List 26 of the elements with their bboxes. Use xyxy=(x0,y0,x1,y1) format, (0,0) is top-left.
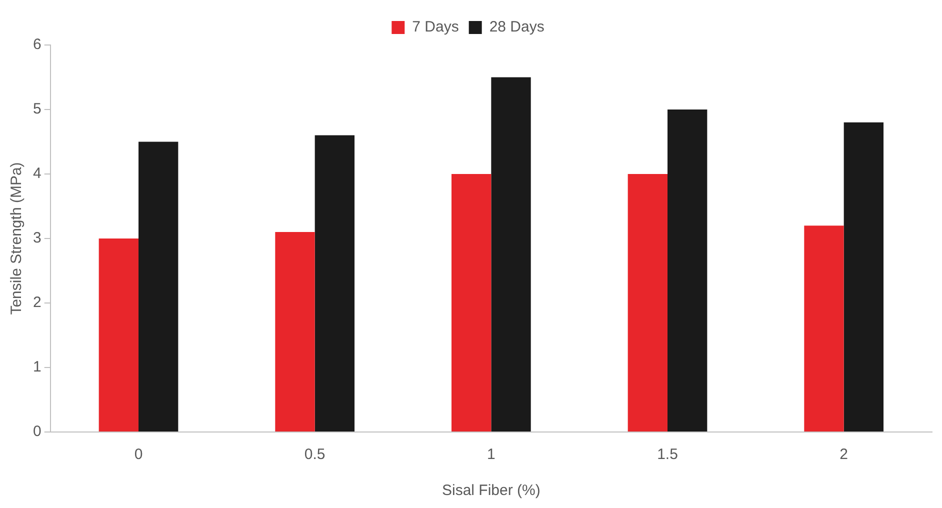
bar xyxy=(844,122,884,432)
bar xyxy=(491,77,531,432)
bar xyxy=(804,226,844,432)
bar xyxy=(98,238,139,432)
bar xyxy=(138,142,178,432)
x-tick-label: 0 xyxy=(134,446,143,464)
bar xyxy=(275,232,315,432)
bar xyxy=(451,174,492,432)
bar xyxy=(668,110,708,432)
y-tick-label: 1 xyxy=(33,358,42,376)
y-tick-label: 6 xyxy=(33,36,42,54)
bar xyxy=(314,135,355,432)
x-tick-label: 1 xyxy=(487,446,496,464)
x-tick-label: 1.5 xyxy=(657,446,678,464)
y-tick-label: 3 xyxy=(33,230,42,247)
bar xyxy=(628,174,668,432)
legend-label: 28 Days xyxy=(489,18,544,36)
y-tick-label: 0 xyxy=(33,423,42,440)
x-axis-title: Sisal Fiber (%) xyxy=(442,482,540,500)
x-tick-label: 0.5 xyxy=(304,446,326,464)
legend-label: 7 Days xyxy=(412,18,459,36)
y-axis-title: Tensile Strength (MPa) xyxy=(8,162,26,315)
x-tick-label: 2 xyxy=(840,446,848,464)
y-tick-label: 4 xyxy=(33,165,42,182)
y-tick-label: 5 xyxy=(33,100,42,118)
y-tick-label: 2 xyxy=(33,294,42,312)
